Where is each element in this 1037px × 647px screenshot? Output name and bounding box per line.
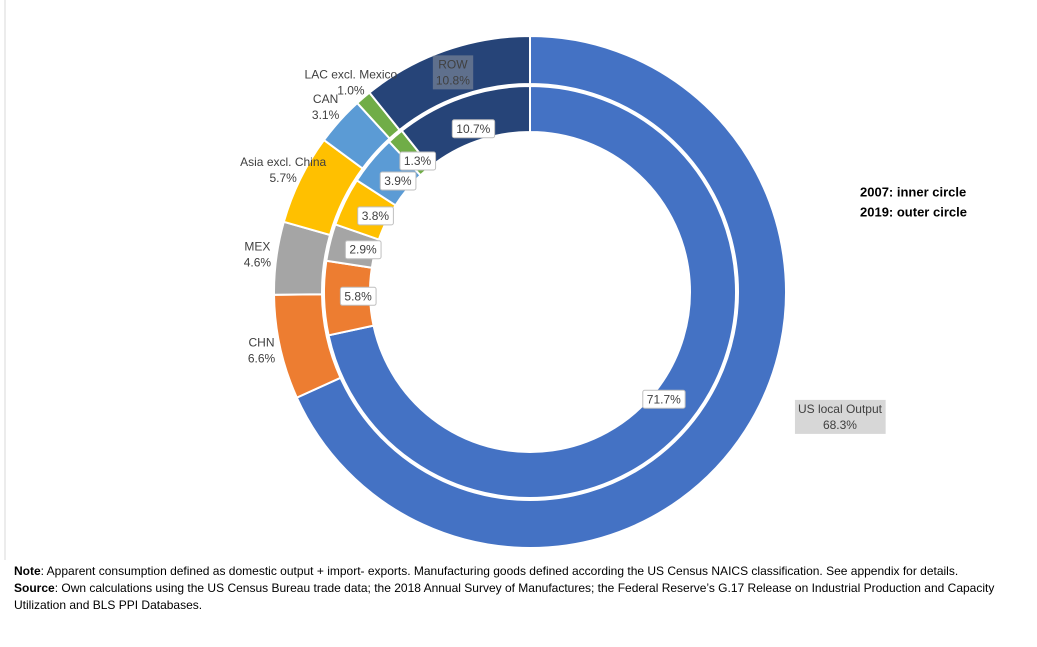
label-background [642,389,686,409]
label-background [339,286,377,306]
donut-slice [368,34,531,132]
label-background [451,119,496,139]
data-label: 1.3% [399,151,437,171]
data-label: 5.8% [339,286,377,306]
value-label: 5.8% [344,289,372,303]
label-background [432,55,474,90]
data-label: ROW 10.8% [432,55,474,90]
data-label: 71.7% [642,389,686,409]
data-label: CAN 3.1% [312,92,340,122]
value-label: 6.6% [248,352,276,366]
data-label: LAC excl. Mexico 1.0% [305,67,398,97]
category-label: LAC excl. Mexico [305,67,398,81]
data-label: CHN 6.6% [248,336,276,366]
note-line: Note: Apparent consumption defined as do… [14,563,1029,580]
value-label: 10.8% [436,73,470,87]
category-label: US local Output [798,402,883,416]
data-label: 2.9% [344,240,382,260]
category-label: CAN [313,92,338,106]
donut-slice [295,34,787,549]
value-label: 5.7% [269,171,297,185]
legend-note: 2019: outer circle [860,204,967,219]
value-label: 2.9% [349,243,377,257]
chart: 2007: inner circle 2019: outer circle US… [4,0,967,560]
value-label: 3.9% [384,174,412,188]
note-line: Source: Own calculations using the US Ce… [14,580,1029,614]
label-background [399,151,437,171]
value-label: 68.3% [823,418,857,432]
label-background [344,240,382,260]
data-label: 10.7% [451,119,496,139]
note-label: Note [14,564,41,578]
note-text: : Own calculations using the US Census B… [14,581,995,612]
value-label: 1.3% [404,154,432,168]
category-label: CHN [249,336,275,350]
data-label: 3.8% [357,206,394,226]
data-label: Asia excl. China 5.7% [240,155,326,185]
label-background [794,399,886,434]
category-label: ROW [438,57,468,71]
note-label: Source [14,581,55,595]
notes: Note: Apparent consumption defined as do… [14,563,1029,614]
value-label: 3.1% [312,108,340,122]
label-background [379,171,417,191]
data-label: US local Output 68.3% [794,399,886,434]
value-label: 71.7% [647,392,681,406]
value-label: 1.0% [337,83,365,97]
value-label: 3.8% [362,209,390,223]
label-background [357,206,394,226]
donut-slice [327,84,737,499]
data-label: MEX 4.6% [244,240,272,270]
data-label: 3.9% [379,171,417,191]
category-label: Asia excl. China [240,155,326,169]
legend-note: 2007: inner circle [860,184,966,199]
value-label: 4.6% [244,256,272,270]
note-text: : Apparent consumption defined as domest… [40,564,959,578]
category-label: MEX [244,240,270,254]
value-label: 10.7% [456,122,490,136]
